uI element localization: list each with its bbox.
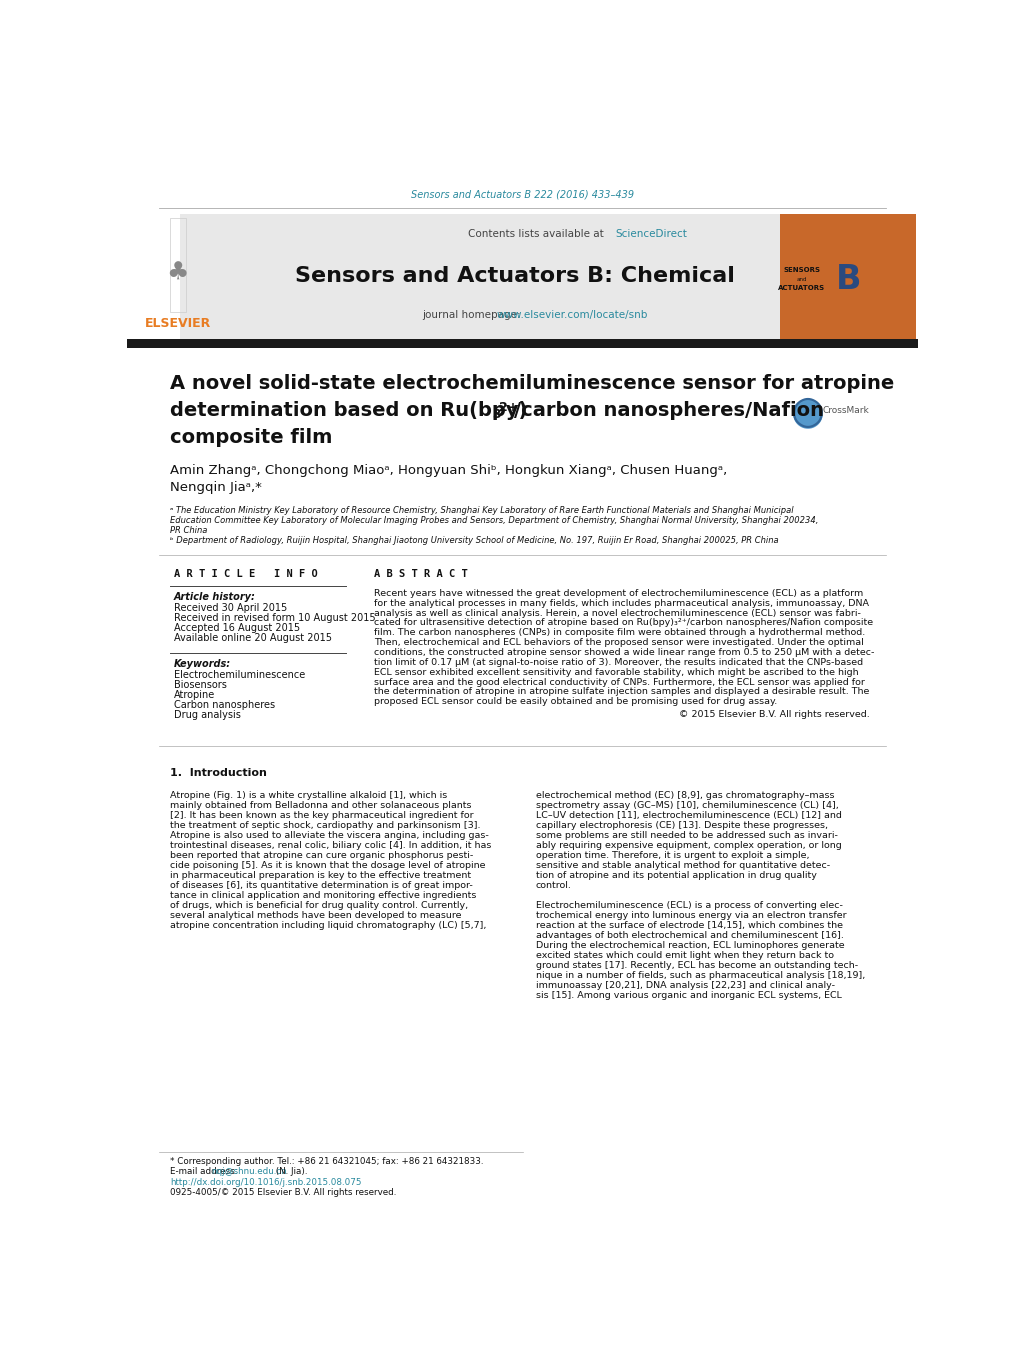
Text: ○: ○ <box>791 393 824 431</box>
Text: ♣: ♣ <box>166 261 189 284</box>
Text: tion of atropine and its potential application in drug quality: tion of atropine and its potential appli… <box>535 870 816 880</box>
Text: * Corresponding author. Tel.: +86 21 64321045; fax: +86 21 64321833.: * Corresponding author. Tel.: +86 21 643… <box>170 1156 483 1166</box>
Text: trochemical energy into luminous energy via an electron transfer: trochemical energy into luminous energy … <box>535 911 846 920</box>
Text: PR China: PR China <box>170 526 207 535</box>
Text: Electrochemiluminescence: Electrochemiluminescence <box>174 670 305 680</box>
Text: ably requiring expensive equipment, complex operation, or long: ably requiring expensive equipment, comp… <box>535 840 841 850</box>
Text: reaction at the surface of electrode [14,15], which combines the: reaction at the surface of electrode [14… <box>535 920 842 929</box>
Text: ELSEVIER: ELSEVIER <box>145 317 211 331</box>
Text: Biosensors: Biosensors <box>174 680 226 690</box>
Text: spectrometry assay (GC–MS) [10], chemiluminescence (CL) [4],: spectrometry assay (GC–MS) [10], chemilu… <box>535 801 838 809</box>
Text: 1.  Introduction: 1. Introduction <box>170 767 267 778</box>
Text: ground states [17]. Recently, ECL has become an outstanding tech-: ground states [17]. Recently, ECL has be… <box>535 961 857 970</box>
Text: nqj@shnu.edu.cn: nqj@shnu.edu.cn <box>211 1167 286 1177</box>
Text: Received in revised form 10 August 2015: Received in revised form 10 August 2015 <box>174 613 375 623</box>
Text: Received 30 April 2015: Received 30 April 2015 <box>174 603 287 613</box>
Text: cated for ultrasensitive detection of atropine based on Ru(bpy)₃²⁺/carbon nanosp: cated for ultrasensitive detection of at… <box>374 619 872 627</box>
Text: atropine concentration including liquid chromatography (LC) [5,7],: atropine concentration including liquid … <box>170 920 486 929</box>
Text: (N. Jia).: (N. Jia). <box>273 1167 308 1177</box>
Text: tion limit of 0.17 μM (at signal-to-noise ratio of 3). Moreover, the results ind: tion limit of 0.17 μM (at signal-to-nois… <box>374 658 862 667</box>
Text: for the analytical processes in many fields, which includes pharmaceutical analy: for the analytical processes in many fie… <box>374 598 868 608</box>
Text: Contents lists available at: Contents lists available at <box>468 228 607 239</box>
Text: CrossMark: CrossMark <box>822 407 868 415</box>
Text: SENSORS: SENSORS <box>783 267 819 273</box>
Text: advantages of both electrochemical and chemiluminescent [16].: advantages of both electrochemical and c… <box>535 931 843 940</box>
Text: and: and <box>796 277 806 282</box>
Text: capillary electrophoresis (CE) [13]. Despite these progresses,: capillary electrophoresis (CE) [13]. Des… <box>535 820 827 830</box>
Text: /carbon nanospheres/Nafion: /carbon nanospheres/Nafion <box>514 401 823 420</box>
Text: Atropine (Fig. 1) is a white crystalline alkaloid [1], which is: Atropine (Fig. 1) is a white crystalline… <box>170 790 447 800</box>
Text: trointestinal diseases, renal colic, biliary colic [4]. In addition, it has: trointestinal diseases, renal colic, bil… <box>170 840 491 850</box>
Text: control.: control. <box>535 881 572 890</box>
Text: ScienceDirect: ScienceDirect <box>615 228 687 239</box>
Text: sensitive and stable analytical method for quantitative detec-: sensitive and stable analytical method f… <box>535 861 829 870</box>
Text: excited states which could emit light when they return back to: excited states which could emit light wh… <box>535 951 834 959</box>
Text: A B S T R A C T: A B S T R A C T <box>374 569 468 580</box>
Text: been reported that atropine can cure organic phosphorus pesti-: been reported that atropine can cure org… <box>170 851 473 859</box>
Text: Article history:: Article history: <box>174 592 256 603</box>
Text: of diseases [6], its quantitative determination is of great impor-: of diseases [6], its quantitative determ… <box>170 881 473 890</box>
Bar <box>170 218 185 312</box>
Text: ●: ● <box>791 393 824 431</box>
Text: Atropine: Atropine <box>174 690 215 700</box>
Text: conditions, the constructed atropine sensor showed a wide linear range from 0.5 : conditions, the constructed atropine sen… <box>374 648 873 657</box>
Text: ᵃ The Education Ministry Key Laboratory of Resource Chemistry, Shanghai Key Labo: ᵃ The Education Ministry Key Laboratory … <box>170 505 793 515</box>
Text: film. The carbon nanospheres (CNPs) in composite film were obtained through a hy: film. The carbon nanospheres (CNPs) in c… <box>374 628 864 638</box>
Text: composite film: composite film <box>170 428 332 447</box>
Text: Available online 20 August 2015: Available online 20 August 2015 <box>174 634 331 643</box>
Text: sis [15]. Among various organic and inorganic ECL systems, ECL: sis [15]. Among various organic and inor… <box>535 990 841 1000</box>
Text: in pharmaceutical preparation is key to the effective treatment: in pharmaceutical preparation is key to … <box>170 870 471 880</box>
Text: analysis as well as clinical analysis. Herein, a novel electrochemiluminescence : analysis as well as clinical analysis. H… <box>374 608 860 617</box>
Text: immunoassay [20,21], DNA analysis [22,23] and clinical analy-: immunoassay [20,21], DNA analysis [22,23… <box>535 981 835 990</box>
Text: Then, electrochemical and ECL behaviors of the proposed sensor were investigated: Then, electrochemical and ECL behaviors … <box>374 638 863 647</box>
Text: Electrochemiluminescence (ECL) is a process of converting elec-: Electrochemiluminescence (ECL) is a proc… <box>535 901 842 909</box>
Text: Atropine is also used to alleviate the viscera angina, including gas-: Atropine is also used to alleviate the v… <box>170 831 488 839</box>
Text: proposed ECL sensor could be easily obtained and be promising used for drug assa: proposed ECL sensor could be easily obta… <box>374 697 776 707</box>
Text: journal homepage:: journal homepage: <box>422 309 524 320</box>
Text: several analytical methods have been developed to measure: several analytical methods have been dev… <box>170 911 462 920</box>
Bar <box>180 215 913 340</box>
Text: 3: 3 <box>492 408 500 422</box>
Text: of drugs, which is beneficial for drug quality control. Currently,: of drugs, which is beneficial for drug q… <box>170 901 468 909</box>
Text: Keywords:: Keywords: <box>174 659 231 669</box>
Text: During the electrochemical reaction, ECL luminophores generate: During the electrochemical reaction, ECL… <box>535 940 844 950</box>
Text: determination based on Ru(bpy): determination based on Ru(bpy) <box>170 401 527 420</box>
Text: operation time. Therefore, it is urgent to exploit a simple,: operation time. Therefore, it is urgent … <box>535 851 809 859</box>
Text: the treatment of septic shock, cardiopathy and parkinsonism [3].: the treatment of septic shock, cardiopat… <box>170 820 480 830</box>
Text: LC–UV detection [11], electrochemiluminescence (ECL) [12] and: LC–UV detection [11], electrochemilumine… <box>535 811 841 820</box>
Text: Drug analysis: Drug analysis <box>174 711 240 720</box>
Text: http://dx.doi.org/10.1016/j.snb.2015.08.075: http://dx.doi.org/10.1016/j.snb.2015.08.… <box>170 1178 362 1188</box>
Text: ECL sensor exhibited excellent sensitivity and favorable stability, which might : ECL sensor exhibited excellent sensitivi… <box>374 667 858 677</box>
Text: electrochemical method (EC) [8,9], gas chromatography–mass: electrochemical method (EC) [8,9], gas c… <box>535 790 834 800</box>
Text: Education Committee Key Laboratory of Molecular Imaging Probes and Sensors, Depa: Education Committee Key Laboratory of Mo… <box>170 516 817 524</box>
Text: www.elsevier.com/locate/snb: www.elsevier.com/locate/snb <box>496 309 647 320</box>
Text: cide poisoning [5]. As it is known that the dosage level of atropine: cide poisoning [5]. As it is known that … <box>170 861 485 870</box>
Text: Accepted 16 August 2015: Accepted 16 August 2015 <box>174 623 300 634</box>
Text: ACTUATORS: ACTUATORS <box>777 285 824 290</box>
Text: mainly obtained from Belladonna and other solanaceous plants: mainly obtained from Belladonna and othe… <box>170 801 471 809</box>
Text: Carbon nanospheres: Carbon nanospheres <box>174 700 275 711</box>
Bar <box>127 339 917 349</box>
Text: 2+: 2+ <box>499 401 519 415</box>
Text: Amin Zhangᵃ, Chongchong Miaoᵃ, Hongyuan Shiᵇ, Hongkun Xiangᵃ, Chusen Huangᵃ,: Amin Zhangᵃ, Chongchong Miaoᵃ, Hongyuan … <box>170 463 727 477</box>
Text: nique in a number of fields, such as pharmaceutical analysis [18,19],: nique in a number of fields, such as pha… <box>535 971 864 979</box>
Text: A novel solid-state electrochemiluminescence sensor for atropine: A novel solid-state electrochemiluminesc… <box>170 374 894 393</box>
Text: Sensors and Actuators B: Chemical: Sensors and Actuators B: Chemical <box>294 266 735 286</box>
Text: B: B <box>835 262 860 296</box>
Bar <box>780 215 915 340</box>
Text: surface area and the good electrical conductivity of CNPs. Furthermore, the ECL : surface area and the good electrical con… <box>374 677 864 686</box>
Text: Sensors and Actuators B 222 (2016) 433–439: Sensors and Actuators B 222 (2016) 433–4… <box>411 189 634 200</box>
Text: the determination of atropine in atropine sulfate injection samples and displaye: the determination of atropine in atropin… <box>374 688 868 696</box>
Text: A R T I C L E   I N F O: A R T I C L E I N F O <box>174 569 318 580</box>
Text: some problems are still needed to be addressed such as invari-: some problems are still needed to be add… <box>535 831 837 839</box>
Text: 0925-4005/© 2015 Elsevier B.V. All rights reserved.: 0925-4005/© 2015 Elsevier B.V. All right… <box>170 1188 396 1197</box>
Text: ᵇ Department of Radiology, Ruijin Hospital, Shanghai Jiaotong University School : ᵇ Department of Radiology, Ruijin Hospit… <box>170 536 777 544</box>
Text: © 2015 Elsevier B.V. All rights reserved.: © 2015 Elsevier B.V. All rights reserved… <box>679 711 869 719</box>
Text: Recent years have witnessed the great development of electrochemiluminescence (E: Recent years have witnessed the great de… <box>374 589 862 598</box>
Text: [2]. It has been known as the key pharmaceutical ingredient for: [2]. It has been known as the key pharma… <box>170 811 473 820</box>
Text: tance in clinical application and monitoring effective ingredients: tance in clinical application and monito… <box>170 890 476 900</box>
Text: Nengqin Jiaᵃ,*: Nengqin Jiaᵃ,* <box>170 481 262 493</box>
Text: E-mail address:: E-mail address: <box>170 1167 240 1177</box>
